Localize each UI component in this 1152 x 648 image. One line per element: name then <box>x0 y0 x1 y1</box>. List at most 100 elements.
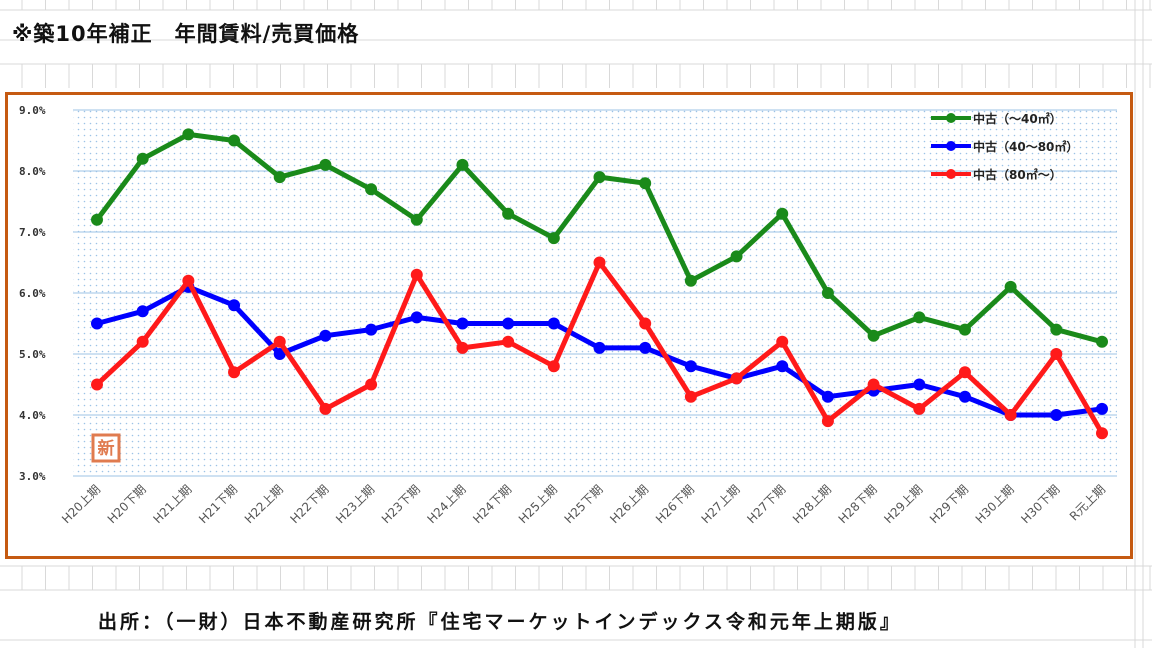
x-tick-label: H21上期 <box>150 482 194 526</box>
x-tick-label: H30上期 <box>973 482 1017 526</box>
series-3-point <box>228 366 241 379</box>
series-2-point <box>410 311 423 324</box>
series-1-point <box>91 213 103 226</box>
series-1-point <box>776 207 789 220</box>
x-tick-label: H24下期 <box>470 482 514 526</box>
x-tick-label: H20下期 <box>105 482 149 526</box>
x-tick-label: H21下期 <box>196 482 240 526</box>
series-3-point <box>319 402 332 415</box>
series-1-point <box>913 311 926 324</box>
x-tick-label: H23上期 <box>333 482 377 526</box>
series-3-point <box>1004 409 1017 421</box>
series-1-point <box>1004 280 1017 293</box>
series-3-point <box>684 390 697 403</box>
x-tick-label: H25上期 <box>516 482 560 526</box>
legend: 中古（～40㎡） 中古（40～80㎡） 中古（80㎡～） <box>931 111 1078 182</box>
y-tick-label: 8.0% <box>19 165 46 178</box>
series-1-point <box>456 158 469 171</box>
series-3-point <box>867 378 880 391</box>
series-lines <box>91 128 1108 440</box>
x-tick-label: H29上期 <box>881 482 925 526</box>
series-2-point <box>593 341 606 354</box>
series-2-point <box>1096 402 1108 415</box>
series-3-point <box>136 335 149 348</box>
series-3-point <box>91 378 103 391</box>
x-tick-label: H22下期 <box>287 482 331 526</box>
x-tick-label: H29下期 <box>927 482 971 526</box>
x-axis: H20上期 H20下期 H21上期 H21下期 H22上期 H22下期 H23上期 H23下期… <box>59 482 1108 526</box>
y-tick-label: 5.0% <box>19 348 46 361</box>
series-2-point <box>365 323 378 336</box>
series-3-point <box>547 360 560 373</box>
series-3-point <box>776 335 789 348</box>
x-tick-label: H25下期 <box>562 482 606 526</box>
series-2-point <box>776 360 789 373</box>
legend-marker-1 <box>946 113 956 123</box>
x-tick-label: H22上期 <box>242 482 286 526</box>
series-2-point <box>319 329 332 342</box>
x-tick-label: H24上期 <box>425 482 469 526</box>
series-1-point <box>639 177 652 190</box>
source-citation: 出所：（一財）日本不動産研究所『住宅マーケットインデックス令和元年上期版』 <box>98 611 902 633</box>
series-3-point <box>273 335 286 348</box>
y-tick-label: 6.0% <box>19 287 46 300</box>
series-1-point <box>319 158 332 171</box>
series-3-point <box>456 341 469 354</box>
series-1-point <box>1050 323 1063 336</box>
series-2-point <box>639 341 652 354</box>
series-3-point <box>365 378 378 391</box>
legend-label-2: 中古（40～80㎡） <box>973 139 1078 154</box>
x-tick-label: R元上期 <box>1067 482 1108 523</box>
y-tick-label: 9.0% <box>19 104 46 117</box>
series-3-point <box>182 274 195 287</box>
series-2-point <box>273 348 286 360</box>
series-1-point <box>228 134 241 147</box>
series-3-point <box>639 317 652 330</box>
series-2-point <box>913 378 926 391</box>
series-1-point <box>502 207 515 220</box>
series-3-point <box>593 256 606 269</box>
series-2-point <box>502 317 515 330</box>
series-1-point <box>365 183 378 196</box>
legend-label-1: 中古（～40㎡） <box>973 111 1062 126</box>
new-badge-label: 新 <box>98 438 115 459</box>
y-tick-label: 7.0% <box>19 226 46 239</box>
x-tick-label: H27上期 <box>699 482 743 526</box>
legend-marker-2 <box>946 141 956 151</box>
legend-label-3: 中古（80㎡～） <box>973 167 1062 182</box>
series-1-point <box>867 329 880 342</box>
series-2-point <box>684 360 697 373</box>
series-3-point <box>1096 427 1108 440</box>
series-2-point <box>136 305 149 318</box>
series-1-point <box>410 213 423 226</box>
series-3-point <box>730 372 743 385</box>
x-tick-label: H20上期 <box>59 482 103 526</box>
series-1-point <box>182 128 195 141</box>
series-1-point <box>684 274 697 287</box>
line-chart: 9.0%8.0%7.0%6.0%5.0%4.0%3.0% H20上期 H20下期 H… <box>19 104 1117 526</box>
x-tick-label: H26上期 <box>607 482 651 526</box>
page-title: ※築10年補正 年間賃料/売買価格 <box>12 22 360 46</box>
series-1-point <box>821 287 834 299</box>
series-2-point <box>821 390 834 403</box>
gridlines <box>73 109 1117 477</box>
series-1-point <box>593 171 606 184</box>
x-tick-label: H28上期 <box>790 482 834 526</box>
series-3-point <box>821 415 834 428</box>
series-3-point <box>1050 348 1063 360</box>
x-tick-label: H26下期 <box>653 482 697 526</box>
series-2-point <box>1050 409 1063 421</box>
x-tick-label: H23下期 <box>379 482 423 526</box>
series-1-point <box>136 152 149 165</box>
y-tick-label: 4.0% <box>19 409 46 422</box>
series-2-point <box>958 390 971 403</box>
x-tick-label: H28下期 <box>836 482 880 526</box>
series-1-point <box>1096 335 1108 348</box>
series-3-point <box>410 268 423 281</box>
series-1-point <box>547 232 560 245</box>
x-tick-label: H27下期 <box>744 482 788 526</box>
legend-marker-3 <box>946 169 956 179</box>
y-tick-label: 3.0% <box>19 470 46 483</box>
x-tick-label: H30下期 <box>1018 482 1062 526</box>
